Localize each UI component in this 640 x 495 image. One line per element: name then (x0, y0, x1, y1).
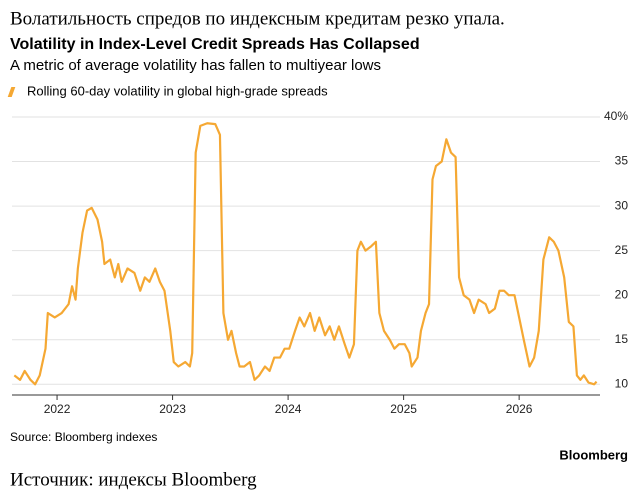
x-tick-label: 2024 (275, 402, 302, 416)
chart-subtitle: A metric of average volatility has falle… (10, 57, 381, 74)
chart-title: Volatility in Index-Level Credit Spreads… (10, 36, 420, 53)
legend-label: Rolling 60-day volatility in global high… (27, 83, 328, 98)
y-tick-label: 30 (615, 198, 629, 212)
y-tick-label: 15 (615, 332, 629, 346)
source: Source: Bloomberg indexes (10, 430, 157, 444)
translated-source: Источник: индексы Bloomberg (10, 469, 257, 490)
y-tick-label: 35 (615, 154, 629, 168)
y-tick-label: 25 (615, 243, 629, 257)
logo: Bloomberg (559, 447, 628, 462)
y-tick-label: 20 (615, 287, 629, 301)
x-tick-label: 2023 (159, 402, 186, 416)
x-tick-label: 2022 (44, 402, 71, 416)
translated-title: Волатильность спредов по индексным креди… (10, 8, 505, 29)
y-tick-label: 40% (604, 109, 628, 123)
x-tick-label: 2026 (506, 402, 533, 416)
data-line (13, 122, 598, 386)
legend-swatch (7, 87, 16, 97)
y-tick-label: 10 (615, 376, 629, 390)
x-tick-label: 2025 (390, 402, 417, 416)
